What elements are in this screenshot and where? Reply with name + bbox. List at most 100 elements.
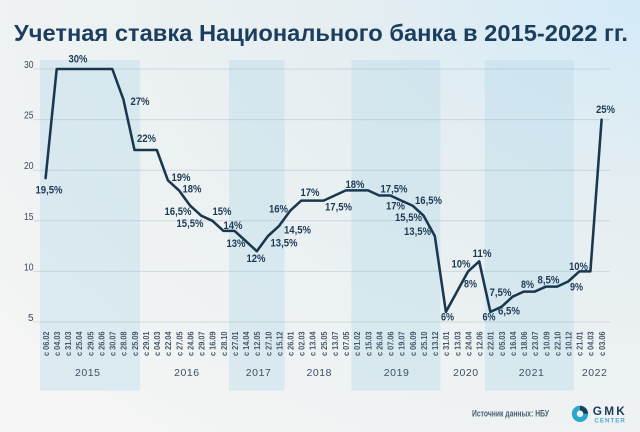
svg-text:2022: 2022 bbox=[582, 367, 607, 379]
svg-text:6%: 6% bbox=[483, 312, 496, 324]
svg-text:16,5%: 16,5% bbox=[165, 206, 192, 218]
svg-text:2019: 2019 bbox=[384, 367, 409, 379]
svg-text:с 28.10: с 28.10 bbox=[219, 331, 229, 356]
svg-text:15,5%: 15,5% bbox=[395, 212, 422, 224]
svg-text:14,5%: 14,5% bbox=[284, 225, 311, 237]
svg-text:8,5%: 8,5% bbox=[538, 275, 560, 287]
svg-text:GMK: GMK bbox=[593, 404, 625, 418]
svg-text:с 29.05: с 29.05 bbox=[85, 331, 95, 356]
svg-text:19%: 19% bbox=[172, 172, 191, 184]
svg-text:18%: 18% bbox=[346, 179, 365, 191]
svg-text:30: 30 bbox=[24, 60, 34, 71]
svg-text:с 27.01: с 27.01 bbox=[230, 331, 240, 356]
svg-text:15,5%: 15,5% bbox=[177, 218, 204, 230]
svg-text:5: 5 bbox=[28, 313, 34, 324]
svg-text:с 14.04: с 14.04 bbox=[241, 331, 251, 356]
svg-text:25: 25 bbox=[24, 111, 34, 122]
svg-text:с 28.08: с 28.08 bbox=[119, 331, 129, 356]
svg-text:с 13.07: с 13.07 bbox=[330, 331, 340, 356]
svg-text:с 12.06: с 12.06 bbox=[475, 331, 485, 356]
svg-text:с 02.03: с 02.03 bbox=[297, 331, 307, 356]
svg-text:с 22.04: с 22.04 bbox=[163, 331, 173, 356]
svg-text:25%: 25% bbox=[596, 104, 615, 116]
svg-text:16,5%: 16,5% bbox=[415, 195, 442, 207]
svg-text:CENTER: CENTER bbox=[594, 417, 625, 424]
svg-text:с 25.10: с 25.10 bbox=[419, 331, 429, 356]
svg-text:с 25.05: с 25.05 bbox=[319, 331, 329, 356]
svg-text:22%: 22% bbox=[137, 133, 156, 145]
svg-text:17,5%: 17,5% bbox=[381, 184, 408, 196]
svg-text:8%: 8% bbox=[521, 279, 534, 291]
svg-text:6,5%: 6,5% bbox=[498, 306, 520, 318]
svg-text:20: 20 bbox=[24, 161, 34, 172]
svg-text:16%: 16% bbox=[269, 204, 288, 216]
svg-text:с 29.07: с 29.07 bbox=[197, 331, 207, 356]
svg-text:с 25.04: с 25.04 bbox=[74, 331, 84, 356]
svg-text:с 19.07: с 19.07 bbox=[397, 331, 407, 356]
svg-text:с 15.03: с 15.03 bbox=[363, 331, 373, 356]
svg-text:с 16.09: с 16.09 bbox=[208, 331, 218, 356]
svg-text:2015: 2015 bbox=[75, 367, 100, 379]
svg-text:2020: 2020 bbox=[453, 367, 478, 379]
svg-text:2016: 2016 bbox=[174, 367, 199, 379]
svg-text:с 16.04: с 16.04 bbox=[508, 331, 518, 356]
svg-text:15%: 15% bbox=[213, 206, 232, 218]
svg-text:с 10.12: с 10.12 bbox=[564, 331, 574, 356]
svg-text:10%: 10% bbox=[452, 259, 471, 271]
svg-text:27%: 27% bbox=[131, 96, 150, 108]
svg-text:с 27.10: с 27.10 bbox=[263, 331, 273, 356]
svg-text:30%: 30% bbox=[69, 54, 88, 66]
svg-text:6%: 6% bbox=[441, 312, 454, 324]
svg-text:с 07.06: с 07.06 bbox=[386, 331, 396, 356]
svg-text:10: 10 bbox=[24, 262, 34, 273]
svg-text:с 31.03: с 31.03 bbox=[63, 331, 73, 356]
svg-text:с 24.06: с 24.06 bbox=[185, 331, 195, 356]
svg-text:12%: 12% bbox=[247, 253, 266, 265]
svg-text:с 29.01: с 29.01 bbox=[141, 331, 151, 356]
svg-text:с 31.01: с 31.01 bbox=[441, 331, 451, 356]
svg-text:13,5%: 13,5% bbox=[271, 238, 298, 250]
svg-text:17%: 17% bbox=[301, 187, 320, 199]
svg-text:2018: 2018 bbox=[307, 367, 332, 379]
svg-text:с 12.05: с 12.05 bbox=[252, 331, 262, 356]
svg-text:15: 15 bbox=[24, 212, 34, 223]
svg-text:Источник данных: НБУ: Источник данных: НБУ bbox=[472, 408, 549, 419]
svg-text:13,5%: 13,5% bbox=[404, 226, 431, 238]
svg-text:2017: 2017 bbox=[246, 367, 271, 379]
svg-text:с 30.07: с 30.07 bbox=[108, 331, 118, 356]
svg-text:с 05.03: с 05.03 bbox=[497, 331, 507, 356]
svg-text:с 04.03: с 04.03 bbox=[52, 331, 62, 356]
svg-text:с 13.12: с 13.12 bbox=[430, 331, 440, 356]
svg-text:14%: 14% bbox=[224, 220, 243, 232]
svg-text:с 21.01: с 21.01 bbox=[575, 331, 585, 356]
svg-text:с 04.03: с 04.03 bbox=[152, 331, 162, 356]
svg-text:с 26.04: с 26.04 bbox=[375, 331, 385, 356]
svg-text:17%: 17% bbox=[386, 201, 405, 213]
svg-text:с 04.03: с 04.03 bbox=[586, 331, 596, 356]
svg-text:10%: 10% bbox=[569, 261, 588, 273]
svg-text:19,5%: 19,5% bbox=[36, 185, 63, 197]
svg-text:с 07.05: с 07.05 bbox=[341, 331, 351, 356]
svg-text:с 22.10: с 22.10 bbox=[552, 331, 562, 356]
svg-text:с 25.09: с 25.09 bbox=[130, 331, 140, 356]
svg-text:17,5%: 17,5% bbox=[325, 202, 352, 214]
svg-text:с 22.01: с 22.01 bbox=[486, 331, 496, 356]
svg-text:с 06.09: с 06.09 bbox=[408, 331, 418, 356]
svg-text:с 13.04: с 13.04 bbox=[308, 331, 318, 356]
svg-text:с 24.04: с 24.04 bbox=[463, 331, 473, 356]
svg-text:с 26.01: с 26.01 bbox=[286, 331, 296, 356]
svg-text:с 26.06: с 26.06 bbox=[97, 331, 107, 356]
svg-text:с 18.06: с 18.06 bbox=[519, 331, 529, 356]
svg-text:с 10.09: с 10.09 bbox=[541, 331, 551, 356]
svg-text:13%: 13% bbox=[227, 238, 246, 250]
svg-text:11%: 11% bbox=[473, 248, 492, 260]
svg-text:2021: 2021 bbox=[519, 367, 544, 379]
svg-text:7,5%: 7,5% bbox=[490, 287, 512, 299]
svg-text:с 01.02: с 01.02 bbox=[352, 331, 362, 356]
svg-text:с 27.05: с 27.05 bbox=[174, 331, 184, 356]
svg-text:с 23.07: с 23.07 bbox=[530, 331, 540, 356]
svg-text:с 03.06: с 03.06 bbox=[597, 331, 607, 356]
svg-text:с 15.12: с 15.12 bbox=[274, 331, 284, 356]
svg-text:8%: 8% bbox=[464, 279, 477, 291]
svg-text:с 06.02: с 06.02 bbox=[41, 331, 51, 356]
